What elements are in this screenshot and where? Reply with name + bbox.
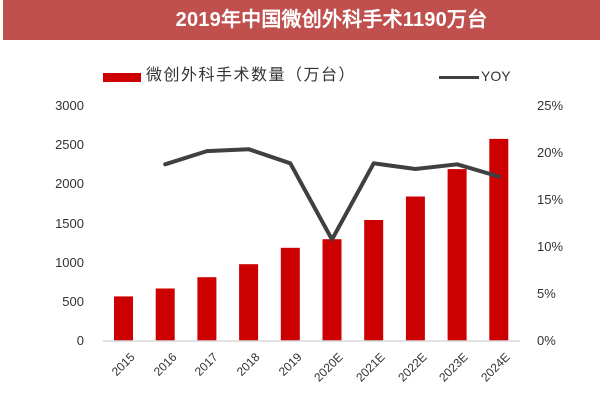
left-axis-tick: 2000: [55, 176, 84, 192]
left-axis-tick: 0: [76, 333, 84, 348]
left-axis-tick: 1500: [55, 215, 84, 231]
right-axis-tick: 25%: [537, 98, 564, 113]
legend-line-label: YOY: [481, 68, 511, 84]
bar-2019: [280, 247, 300, 341]
bar-2021E: [364, 220, 384, 341]
bar-2015: [114, 296, 133, 341]
legend-line-swatch: [439, 76, 479, 79]
bar-series: [114, 138, 509, 341]
bar-2024E: [489, 138, 509, 341]
legend-bar-label: 微创外科手术数量（万台）: [146, 67, 357, 84]
left-axis-tick: 2500: [55, 137, 84, 153]
left-axis-tick: 3000: [55, 98, 84, 113]
title-bar: 2019年中国微创外科手术1190万台: [3, 0, 600, 40]
bar-2023E: [447, 169, 467, 341]
right-axis-tick: 10%: [537, 239, 564, 254]
bar-2022E: [405, 196, 425, 341]
right-axis-tick: 15%: [537, 192, 564, 207]
yoy-line: [163, 147, 501, 242]
chart-title: 2019年中国微创外科手术1190万台: [175, 9, 488, 31]
left-axis-tick: 500: [62, 293, 84, 309]
right-axis-tick: 20%: [537, 145, 564, 160]
bar-2020E: [322, 239, 342, 341]
bar-2016: [155, 288, 175, 341]
left-axis-tick: 1000: [55, 254, 84, 270]
legend-bar-swatch: [103, 73, 141, 82]
right-axis-tick: 0%: [537, 333, 556, 348]
bar-2017: [197, 277, 217, 341]
bar-2018: [239, 264, 259, 341]
right-axis-tick: 5%: [537, 286, 556, 301]
legend: 微创外科手术数量（万台） YOY: [0, 62, 600, 86]
